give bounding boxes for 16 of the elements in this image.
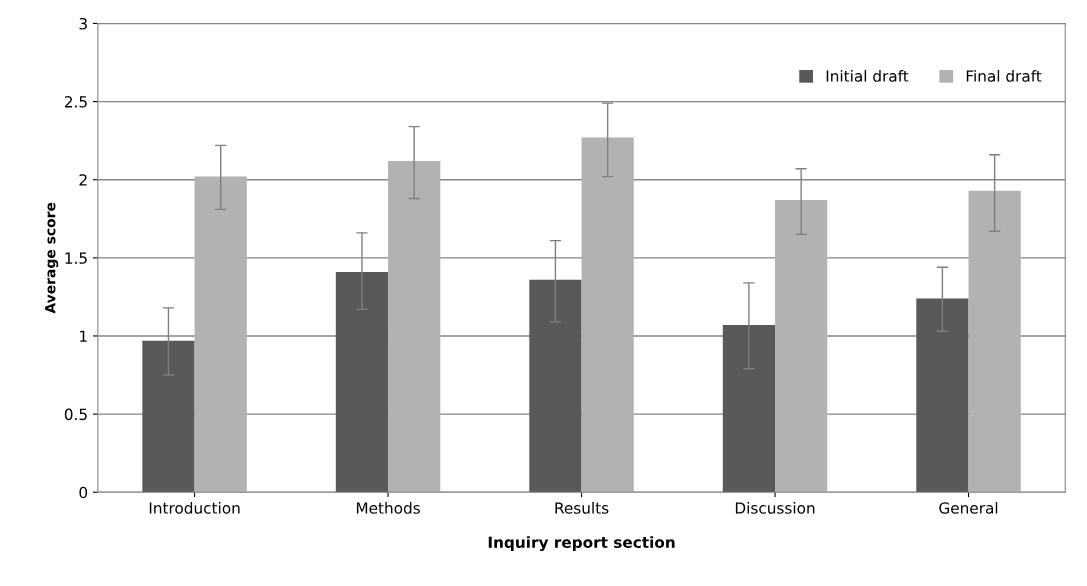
y-tick-label: 2.5: [64, 96, 87, 108]
y-tick-label: 0: [79, 486, 88, 499]
y-tick-label: 0.5: [64, 408, 87, 421]
x-tick-label: General: [939, 501, 998, 514]
x-tick-label: Methods: [356, 501, 420, 514]
x-tick-label: Discussion: [735, 501, 815, 514]
x-tick-label: Introduction: [149, 501, 240, 514]
y-tick-label: 1: [80, 330, 87, 342]
y-axis-title: Average score: [45, 202, 59, 314]
legend-label: Final draft: [966, 70, 1042, 82]
y-tick-label: 3: [79, 17, 87, 30]
x-tick-label: Results: [555, 501, 609, 514]
legend-label: Initial draft: [826, 70, 909, 82]
x-axis-title: Inquiry report section: [488, 536, 675, 552]
y-tick-label: 2: [79, 174, 87, 186]
y-tick-label: 1.5: [65, 252, 87, 264]
